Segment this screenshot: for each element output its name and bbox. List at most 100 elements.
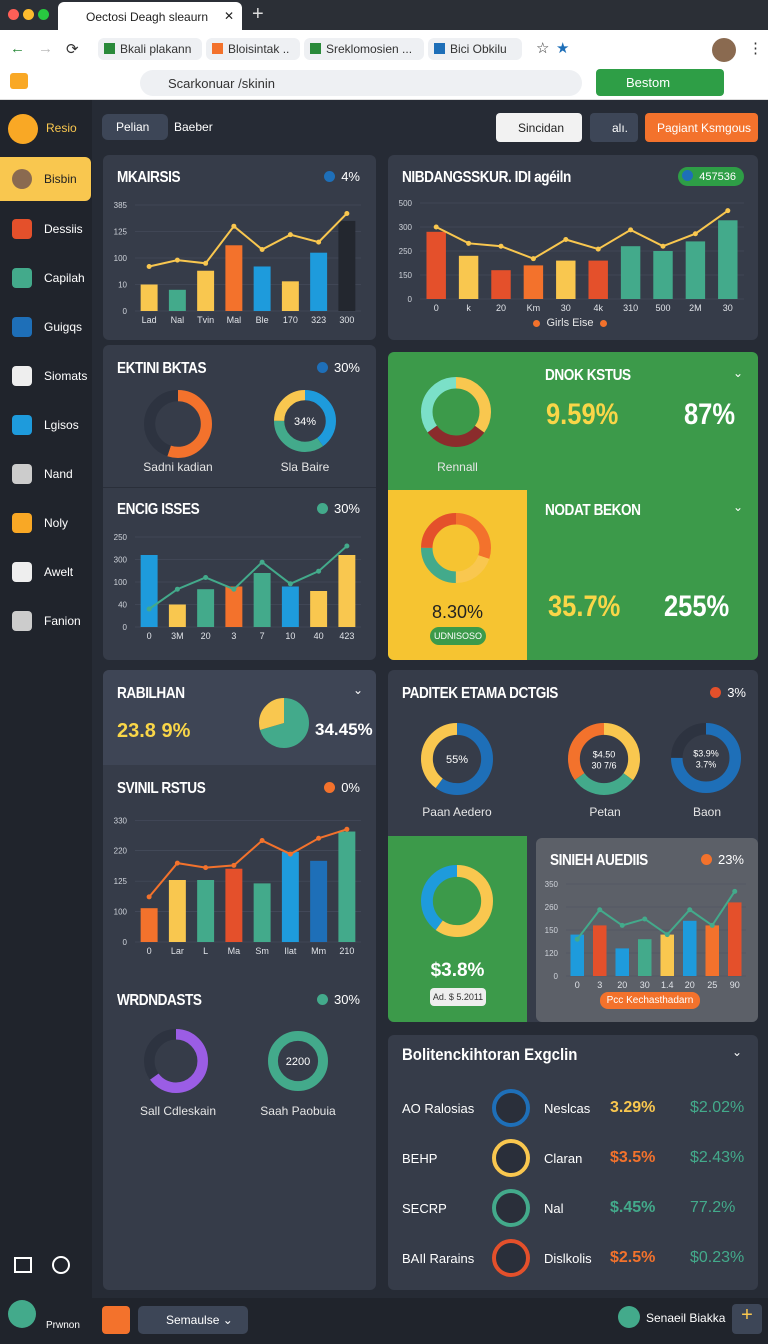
forward[interactable]: →: [38, 40, 53, 57]
badge: 30%: [316, 501, 360, 516]
donut-segment: [421, 723, 493, 795]
nav-icon: [12, 513, 32, 533]
nav-item[interactable]: Fanion: [0, 609, 90, 633]
min-dot[interactable]: [23, 9, 34, 20]
nav-icon: [12, 317, 32, 337]
badge: 23%: [700, 852, 744, 867]
chart-button[interactable]: Pcc Kechasthadarn: [600, 992, 700, 1009]
chevron[interactable]: ⌄: [353, 683, 364, 697]
top-tab-label: Baeber: [174, 120, 213, 134]
line-point: [231, 862, 237, 868]
tab-title: Oectosi Deagh sleaurn: [86, 10, 209, 24]
new-tab[interactable]: +: [252, 3, 264, 25]
line-point: [660, 243, 666, 249]
bar: [588, 260, 608, 299]
line-point: [664, 932, 670, 938]
add-button[interactable]: +: [732, 1304, 762, 1334]
back[interactable]: ←: [10, 40, 25, 57]
y-tick-label: 500: [399, 199, 413, 208]
select[interactable]: Semaulse ⌄: [138, 1306, 248, 1334]
tab[interactable]: Oectosi Deagh sleaurn ✕: [58, 2, 242, 30]
stat-value: 34.45%: [315, 720, 373, 739]
top-tab[interactable]: Baeber: [174, 120, 213, 134]
donut-center: 3.7%: [696, 760, 717, 770]
button[interactable]: alı.: [590, 113, 638, 142]
table-title: Bolitenckihtoran Exgclin: [402, 1045, 578, 1064]
sub-panel: SINIEH AUEDIIS 23% 0 120 150 260 350 0 3 20 30 1.…: [536, 838, 758, 1022]
button[interactable]: Pagiant Ksmgous: [645, 113, 758, 142]
chart: 0 10 100 125 385 Lad Nal Tvin Mal Ble 170 323 300: [114, 201, 361, 325]
nav-item[interactable]: Nand: [0, 462, 90, 486]
address-bar[interactable]: Scarkonuar /skinin: [140, 70, 582, 96]
donut-center: 2200: [286, 1056, 310, 1068]
sidebar: Resio: [0, 100, 92, 1344]
line-point: [433, 224, 439, 230]
bookmark[interactable]: Bkali plakann: [98, 38, 202, 60]
nav-item[interactable]: Dessiis: [0, 217, 90, 241]
top-tab[interactable]: Pelian: [102, 114, 168, 140]
nav-item[interactable]: Noly: [0, 511, 90, 535]
nav-item[interactable]: Lgisos: [0, 413, 90, 437]
stat-title: NODAT BEKON: [545, 502, 641, 519]
y-tick-label: 150: [399, 271, 413, 280]
star-filled[interactable]: ★: [556, 40, 570, 57]
y-tick-label: 250: [114, 533, 128, 542]
y-tick-label: 0: [554, 972, 559, 981]
nav-item[interactable]: Guigqs: [0, 315, 90, 339]
donut-center: 55%: [446, 754, 468, 766]
line-point: [595, 246, 601, 252]
nav-label: Capilah: [44, 271, 85, 285]
chevron[interactable]: ⌄: [733, 500, 744, 514]
line-point: [316, 835, 322, 841]
bookmark[interactable]: Bici Obkilu: [428, 38, 522, 60]
reload[interactable]: ⟳: [66, 41, 79, 58]
nav-item[interactable]: Capilah: [0, 266, 90, 290]
donut-segment: [421, 513, 491, 583]
star[interactable]: ☆: [536, 40, 550, 57]
line-point: [344, 826, 350, 832]
x-tick-label: 500: [655, 303, 670, 313]
x-tick-label: Nal: [171, 315, 185, 325]
chevron[interactable]: ⌄: [732, 1045, 743, 1059]
menu[interactable]: ⋮: [748, 40, 763, 57]
nav-label: Lgisos: [44, 418, 79, 432]
x-tick-label: Ma: [228, 946, 241, 956]
nav-item[interactable]: Bisbin: [0, 167, 90, 191]
bar: [281, 851, 299, 942]
donut-label: Sall Cdleskain: [139, 1104, 217, 1118]
button[interactable]: Sincidan: [496, 113, 582, 142]
chevron[interactable]: ⌄: [733, 366, 744, 380]
line-point: [316, 239, 322, 245]
y-tick-label: 40: [118, 601, 127, 610]
cell: $.45%: [610, 1199, 656, 1216]
nav-item[interactable]: Awelt: [0, 560, 90, 584]
home[interactable]: [10, 73, 28, 89]
donut: $3.9%3.7%: [671, 723, 741, 793]
y-tick-label: 220: [114, 847, 128, 856]
bottom-icon[interactable]: [102, 1306, 130, 1334]
avatar[interactable]: [712, 38, 736, 62]
bookmark[interactable]: Sreklomosien ...: [304, 38, 424, 60]
bar: [556, 260, 576, 299]
y-tick-label: 100: [114, 254, 128, 263]
tile-button[interactable]: Ad. $ 5.2011: [430, 988, 486, 1006]
x-tick-label: 0: [575, 980, 580, 990]
action-button[interactable]: Bestom: [596, 69, 724, 96]
y-tick-label: 100: [114, 908, 128, 917]
tile-button[interactable]: UDNISOSO: [430, 627, 486, 645]
close-dot[interactable]: [8, 9, 19, 20]
panel: RABILHAN ⌄ 23.8 9% 34.45% SVINIL RSTUS 0…: [103, 670, 376, 1290]
panel: NIBDANGSSKUR. IDI agéiln 457536 0 150 250 3…: [388, 155, 758, 340]
nav-item[interactable]: Siomats: [0, 364, 90, 388]
nav-icon: [12, 562, 32, 582]
line-point: [344, 543, 350, 549]
address-text: Scarkonuar /skinin: [168, 76, 275, 91]
line-point: [619, 922, 625, 928]
tab-close[interactable]: ✕: [223, 9, 234, 23]
max-dot[interactable]: [38, 9, 49, 20]
badge-text: 4%: [341, 169, 360, 184]
bookmark[interactable]: Bloisintak ..: [206, 38, 300, 60]
line-point: [530, 256, 536, 262]
nav-icon: [12, 464, 32, 484]
action-label: Bestom: [626, 75, 671, 90]
